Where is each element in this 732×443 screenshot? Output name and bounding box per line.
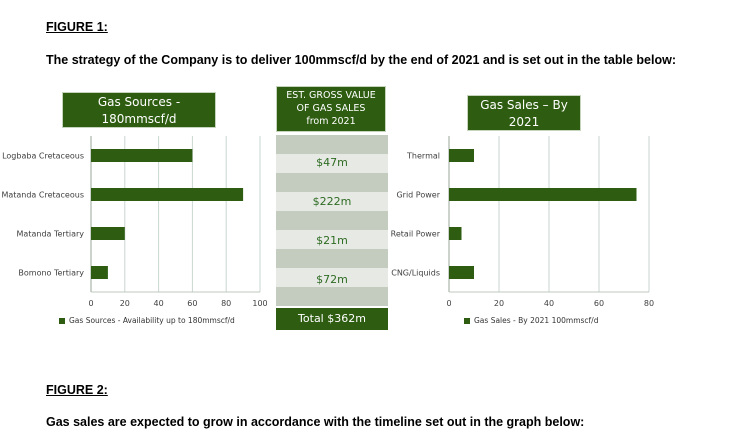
category-label-grid-power: Grid Power: [396, 191, 440, 200]
bar-cng-liquids: [449, 266, 474, 279]
gross-value-thermal: $47m: [316, 156, 348, 169]
gross-value-cng-liquids: $72m: [316, 273, 348, 286]
x-tick-label: 40: [544, 299, 554, 308]
x-tick-label: 80: [221, 299, 231, 308]
gas-sales-title-line-2: 100mmscf/d: [486, 132, 562, 146]
x-tick-label: 0: [446, 299, 451, 308]
gas-sales-legend-label: Gas Sales - By 2021 100mmscf/d: [474, 316, 599, 325]
category-label-retail-power: Retail Power: [391, 230, 441, 239]
value-stripe: [276, 249, 388, 268]
value-stripe: [276, 135, 388, 154]
x-tick-label: 0: [88, 299, 93, 308]
gas-sources-legend: Gas Sources - Availability up to 180mmsc…: [59, 316, 235, 325]
value-stripe: [276, 230, 388, 249]
gas-sources-legend-label: Gas Sources - Availability up to 180mmsc…: [69, 316, 235, 325]
x-tick-label: 20: [120, 299, 130, 308]
value-stripe: [276, 173, 388, 192]
gas-sources-title-line-2: Expected by 2021: [84, 129, 194, 143]
x-tick-label: 60: [187, 299, 197, 308]
legend-swatch: [464, 317, 470, 324]
gross-value-total: Total $362m: [276, 308, 388, 330]
gas-sources-chart: 0 20 40 60 80 100 Logbaba Cretaceous Matanda Cr…: [1, 136, 268, 308]
category-label-cng-liquids: CNG/Liquids: [391, 269, 440, 278]
gross-value-header-line-3: from 2021: [306, 116, 356, 127]
value-stripe: [276, 211, 388, 230]
gas-sources-title: Gas Sources - 180mmscf/d Expected by 202…: [62, 92, 216, 143]
bar-bomono-tertiary: [91, 266, 108, 279]
value-stripe: [276, 287, 388, 306]
gross-value-column: EST. GROSS VALUE OF GAS SALES from 2021 …: [276, 86, 388, 330]
bar-thermal: [449, 149, 474, 162]
gas-sales-legend: Gas Sales - By 2021 100mmscf/d: [464, 316, 598, 325]
figure1-heading: FIGURE 1:: [46, 20, 108, 34]
bar-retail-power: [449, 227, 462, 240]
gross-value-grid-power: $222m: [312, 195, 352, 208]
gross-value-header: EST. GROSS VALUE OF GAS SALES from 2021: [276, 86, 386, 132]
bar-matanda-cretaceous: [91, 188, 244, 201]
figure2-heading: FIGURE 2:: [46, 383, 108, 397]
bar-matanda-tertiary: [91, 227, 125, 240]
bar-grid-power: [449, 188, 637, 201]
gas-sales-title-line-1: Gas Sales – By 2021: [480, 98, 568, 129]
x-tick-label: 60: [594, 299, 604, 308]
gas-sales-title: Gas Sales – By 2021 100mmscf/d: [467, 95, 581, 146]
gross-value-header-line-2: OF GAS SALES: [296, 103, 366, 114]
category-label-logbaba-cretaceous: Logbaba Cretaceous: [2, 152, 84, 161]
category-label-matanda-cretaceous: Matanda Cretaceous: [1, 191, 84, 200]
gross-value-retail-power: $21m: [316, 234, 348, 247]
figure2-caption: Gas sales are expected to grow in accord…: [46, 415, 585, 429]
bar-logbaba-cretaceous: [91, 149, 193, 162]
gas-sales-chart: 0 20 40 60 80 Thermal Grid Power Retail Power CN…: [391, 136, 654, 308]
x-tick-label: 20: [494, 299, 504, 308]
category-label-thermal: Thermal: [406, 152, 440, 161]
legend-swatch: [59, 317, 65, 324]
x-tick-label: 40: [154, 299, 164, 308]
x-tick-label: 80: [644, 299, 654, 308]
figure1-caption: The strategy of the Company is to delive…: [46, 53, 676, 67]
value-stripe: [276, 192, 388, 211]
value-stripe: [276, 268, 388, 287]
value-stripe: [276, 154, 388, 173]
gross-value-header-line-1: EST. GROSS VALUE: [286, 90, 376, 101]
x-tick-label: 100: [252, 299, 267, 308]
gas-sources-title-line-1: Gas Sources - 180mmscf/d: [97, 95, 181, 126]
category-label-matanda-tertiary: Matanda Tertiary: [17, 230, 85, 239]
category-label-bomono-tertiary: Bomono Tertiary: [18, 269, 84, 278]
